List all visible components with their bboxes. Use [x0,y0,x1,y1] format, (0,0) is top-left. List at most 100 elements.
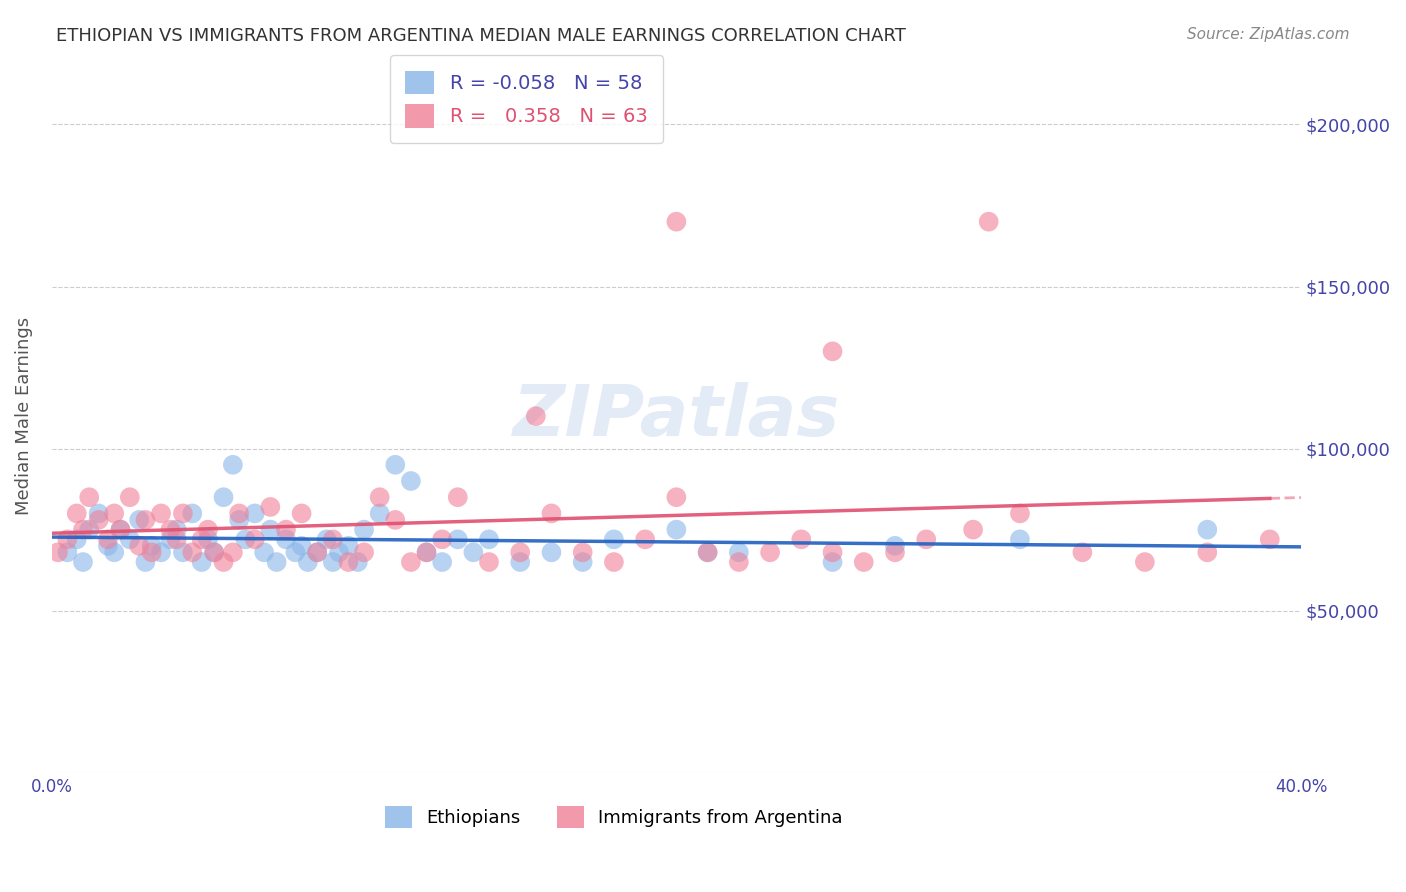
Immigrants from Argentina [46,545,69,559]
Immigrants from Argentina [150,507,173,521]
Ethiopians [368,507,391,521]
Immigrants from Argentina [821,545,844,559]
Ethiopians [56,545,79,559]
Immigrants from Argentina [478,555,501,569]
Ethiopians [540,545,562,559]
Ethiopians [284,545,307,559]
Immigrants from Argentina [103,507,125,521]
Ethiopians [118,533,141,547]
Immigrants from Argentina [665,215,688,229]
Text: ZIPatlas: ZIPatlas [513,382,839,450]
Immigrants from Argentina [509,545,531,559]
Ethiopians [447,533,470,547]
Immigrants from Argentina [228,507,250,521]
Immigrants from Argentina [915,533,938,547]
Ethiopians [77,523,100,537]
Ethiopians [696,545,718,559]
Text: Source: ZipAtlas.com: Source: ZipAtlas.com [1187,27,1350,42]
Immigrants from Argentina [307,545,329,559]
Ethiopians [228,513,250,527]
Immigrants from Argentina [415,545,437,559]
Immigrants from Argentina [110,523,132,537]
Ethiopians [821,555,844,569]
Immigrants from Argentina [524,409,547,424]
Immigrants from Argentina [368,490,391,504]
Ethiopians [463,545,485,559]
Ethiopians [87,507,110,521]
Ethiopians [297,555,319,569]
Immigrants from Argentina [166,533,188,547]
Ethiopians [202,545,225,559]
Ethiopians [346,555,368,569]
Immigrants from Argentina [852,555,875,569]
Immigrants from Argentina [72,523,94,537]
Immigrants from Argentina [447,490,470,504]
Ethiopians [197,533,219,547]
Immigrants from Argentina [1258,533,1281,547]
Immigrants from Argentina [87,513,110,527]
Ethiopians [430,555,453,569]
Ethiopians [603,533,626,547]
Immigrants from Argentina [202,545,225,559]
Immigrants from Argentina [190,533,212,547]
Immigrants from Argentina [790,533,813,547]
Ethiopians [727,545,749,559]
Text: ETHIOPIAN VS IMMIGRANTS FROM ARGENTINA MEDIAN MALE EARNINGS CORRELATION CHART: ETHIOPIAN VS IMMIGRANTS FROM ARGENTINA M… [56,27,905,45]
Ethiopians [509,555,531,569]
Immigrants from Argentina [56,533,79,547]
Ethiopians [328,545,350,559]
Ethiopians [571,555,593,569]
Ethiopians [103,545,125,559]
Immigrants from Argentina [322,533,344,547]
Ethiopians [159,533,181,547]
Immigrants from Argentina [291,507,314,521]
Ethiopians [353,523,375,537]
Immigrants from Argentina [353,545,375,559]
Immigrants from Argentina [384,513,406,527]
Immigrants from Argentina [243,533,266,547]
Immigrants from Argentina [821,344,844,359]
Ethiopians [1197,523,1219,537]
Immigrants from Argentina [128,539,150,553]
Ethiopians [110,523,132,537]
Immigrants from Argentina [884,545,907,559]
Ethiopians [190,555,212,569]
Legend: Ethiopians, Immigrants from Argentina: Ethiopians, Immigrants from Argentina [378,798,851,835]
Ethiopians [128,513,150,527]
Ethiopians [259,523,281,537]
Ethiopians [478,533,501,547]
Ethiopians [266,555,288,569]
Ethiopians [97,539,120,553]
Immigrants from Argentina [97,533,120,547]
Immigrants from Argentina [172,507,194,521]
Immigrants from Argentina [1197,545,1219,559]
Ethiopians [235,533,257,547]
Ethiopians [66,533,89,547]
Ethiopians [274,533,297,547]
Ethiopians [337,539,360,553]
Ethiopians [322,555,344,569]
Ethiopians [212,490,235,504]
Immigrants from Argentina [66,507,89,521]
Immigrants from Argentina [603,555,626,569]
Immigrants from Argentina [1008,507,1031,521]
Immigrants from Argentina [665,490,688,504]
Immigrants from Argentina [962,523,984,537]
Immigrants from Argentina [634,533,657,547]
Ethiopians [222,458,245,472]
Ethiopians [415,545,437,559]
Immigrants from Argentina [259,500,281,514]
Immigrants from Argentina [181,545,204,559]
Ethiopians [665,523,688,537]
Ethiopians [72,555,94,569]
Immigrants from Argentina [274,523,297,537]
Ethiopians [172,545,194,559]
Ethiopians [384,458,406,472]
Immigrants from Argentina [222,545,245,559]
Immigrants from Argentina [337,555,360,569]
Immigrants from Argentina [727,555,749,569]
Ethiopians [141,539,163,553]
Immigrants from Argentina [571,545,593,559]
Immigrants from Argentina [1133,555,1156,569]
Ethiopians [884,539,907,553]
